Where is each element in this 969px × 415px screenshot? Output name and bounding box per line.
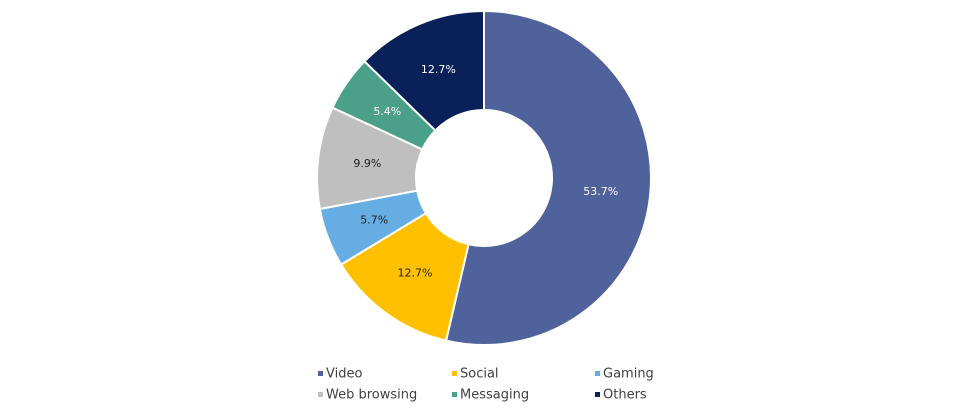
data-label-messaging: 5.4% xyxy=(373,105,401,118)
slice-labels: 53.7% 12.7% 5.7% 9.9% 5.4% 12.7% xyxy=(353,63,618,279)
data-label-social: 12.7% xyxy=(398,267,433,280)
legend-label-others: Others xyxy=(603,388,647,403)
legend-label-social: Social xyxy=(460,367,499,382)
data-label-gaming: 5.7% xyxy=(360,214,388,227)
legend-swatch-web-browsing xyxy=(318,392,323,397)
slice-video xyxy=(444,9,652,346)
legend-swatch-others xyxy=(595,392,600,397)
legend-label-video: Video xyxy=(326,367,362,382)
legend-label-gaming: Gaming xyxy=(603,367,654,382)
legend-swatch-gaming xyxy=(595,371,600,376)
legend-label-messaging: Messaging xyxy=(460,388,529,403)
data-label-web-browsing: 9.9% xyxy=(353,157,381,170)
donut-slices xyxy=(316,9,652,346)
legend-swatch-video xyxy=(318,371,323,376)
slice-others xyxy=(363,9,485,132)
chart-legend: Video Social Gaming Web browsing Messaging Ot… xyxy=(318,367,654,403)
legend-swatch-social xyxy=(452,371,457,376)
data-label-others: 12.7% xyxy=(421,63,456,76)
slice-social xyxy=(339,211,470,342)
legend-swatch-messaging xyxy=(452,392,457,397)
legend-label-web-browsing: Web browsing xyxy=(326,388,417,403)
data-label-video: 53.7% xyxy=(583,185,618,198)
